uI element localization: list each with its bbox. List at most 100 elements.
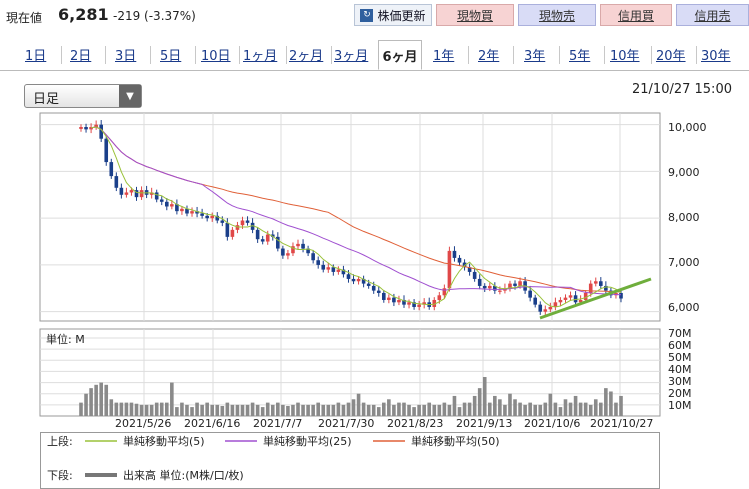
- candle-body: [442, 288, 447, 296]
- volume-bar: [407, 404, 411, 416]
- tab-3-days[interactable]: 3日: [115, 49, 137, 64]
- candle-body: [316, 260, 320, 265]
- candle-body: [341, 269, 346, 275]
- grid-lines: [40, 113, 660, 416]
- volume-bar: [487, 402, 492, 416]
- candle-period-value: 日足: [33, 92, 60, 107]
- candle-period-select[interactable]: 日足 ▼: [24, 84, 142, 108]
- candle-body: [477, 278, 482, 286]
- tab-1-year[interactable]: 1年: [433, 49, 455, 64]
- margin-sell-button[interactable]: 信用売: [676, 4, 749, 26]
- volume-tick-label: 10M: [668, 399, 692, 412]
- candle-body: [356, 278, 361, 282]
- candle-body: [119, 187, 124, 195]
- tab-3-years[interactable]: 3年: [524, 49, 546, 64]
- volume-bar: [281, 404, 285, 416]
- volume-bar: [609, 391, 613, 416]
- refresh-price-button[interactable]: ↻ 株価更新: [354, 4, 432, 26]
- candle-body: [331, 267, 336, 272]
- tab-10-days[interactable]: 10日: [201, 49, 231, 64]
- chart-legend: 上段: 単純移動平均(5) 単純移動平均(25) 単純移動平均(50) 下段: …: [40, 432, 660, 489]
- volume-bar: [190, 407, 194, 416]
- volume-tick-label: 50M: [668, 351, 692, 364]
- volume-bar: [240, 404, 245, 416]
- candle-body: [392, 297, 396, 303]
- candle-body: [604, 285, 608, 291]
- candle-body: [533, 297, 538, 305]
- tab-5-years[interactable]: 5年: [569, 49, 591, 64]
- volume-tick-label: 20M: [668, 387, 692, 400]
- price-tick-label: 9,000: [668, 166, 700, 179]
- volume-bar: [296, 402, 300, 416]
- candle-body: [301, 243, 305, 249]
- candle-body: [129, 190, 134, 193]
- volume-bar: [170, 382, 174, 416]
- volume-bar: [119, 402, 124, 416]
- tab-3-months[interactable]: 3ヶ月: [334, 49, 369, 64]
- candle-body: [366, 283, 371, 286]
- tab-1-day[interactable]: 1日: [25, 49, 47, 64]
- cash-sell-button[interactable]: 現物売: [518, 4, 596, 26]
- tab-divider: [696, 46, 697, 64]
- candle-body: [351, 278, 356, 282]
- candle-body: [397, 299, 401, 303]
- candle-body: [482, 285, 487, 289]
- volume-bar: [109, 399, 114, 416]
- volume-bar: [321, 404, 326, 416]
- chart-datetime: 21/10/27 15:00: [632, 82, 732, 97]
- tab-1-month[interactable]: 1ヶ月: [243, 49, 278, 64]
- price-change: -219 (-3.37%): [113, 9, 196, 23]
- candle-body: [124, 192, 129, 195]
- candle-body: [599, 281, 603, 286]
- candle-body: [593, 281, 598, 284]
- candle-body: [260, 239, 265, 242]
- tab-5-days[interactable]: 5日: [160, 49, 182, 64]
- candle-body: [452, 250, 457, 258]
- volume-bar: [387, 399, 391, 416]
- candle-body: [265, 234, 270, 242]
- tab-10-years[interactable]: 10年: [610, 49, 640, 64]
- candle-body: [457, 257, 462, 263]
- volume-bar: [94, 384, 98, 416]
- volume-bar: [154, 402, 159, 416]
- candle-body: [139, 190, 144, 198]
- margin-buy-button[interactable]: 信用買: [600, 4, 672, 26]
- candle-body: [190, 211, 194, 214]
- volume-bar: [599, 402, 603, 416]
- current-price-value: 6,281: [58, 5, 109, 24]
- tab-20-years[interactable]: 20年: [656, 49, 686, 64]
- candle-body: [467, 267, 472, 272]
- tab-6-months[interactable]: 6ヶ月: [378, 40, 422, 70]
- tab-2-years[interactable]: 2年: [478, 49, 500, 64]
- volume-bar: [412, 407, 416, 416]
- volume-bar: [397, 402, 401, 416]
- volume-bar: [361, 402, 366, 416]
- volume-bar: [447, 404, 452, 416]
- volume-bar: [149, 404, 154, 416]
- volume-bar: [306, 404, 310, 416]
- candle-body: [84, 127, 88, 130]
- volume-bar: [437, 404, 442, 416]
- volume-bar: [139, 404, 144, 416]
- volume-bar: [114, 402, 119, 416]
- tab-2-days[interactable]: 2日: [70, 49, 92, 64]
- candle-body: [291, 246, 295, 254]
- tab-30-years[interactable]: 30年: [701, 49, 731, 64]
- tab-2-months[interactable]: 2ヶ月: [289, 49, 324, 64]
- tab-divider: [105, 46, 106, 64]
- price-plot-frame: [39, 112, 661, 322]
- price-tick-label: 6,000: [668, 301, 700, 314]
- volume-bar: [291, 404, 295, 416]
- cash-buy-button[interactable]: 現物買: [436, 4, 514, 26]
- volume-bar: [270, 404, 275, 416]
- candle-body: [164, 201, 169, 207]
- candle-body: [326, 267, 331, 270]
- date-tick-label: 2021/6/16: [184, 417, 240, 430]
- volume-bar: [472, 395, 477, 416]
- volume-bar: [366, 404, 371, 416]
- volume-bar: [588, 404, 593, 416]
- price-tick-label: 8,000: [668, 211, 700, 224]
- volume-bar: [164, 402, 169, 416]
- volume-bar: [604, 388, 608, 416]
- candle-body: [99, 124, 103, 139]
